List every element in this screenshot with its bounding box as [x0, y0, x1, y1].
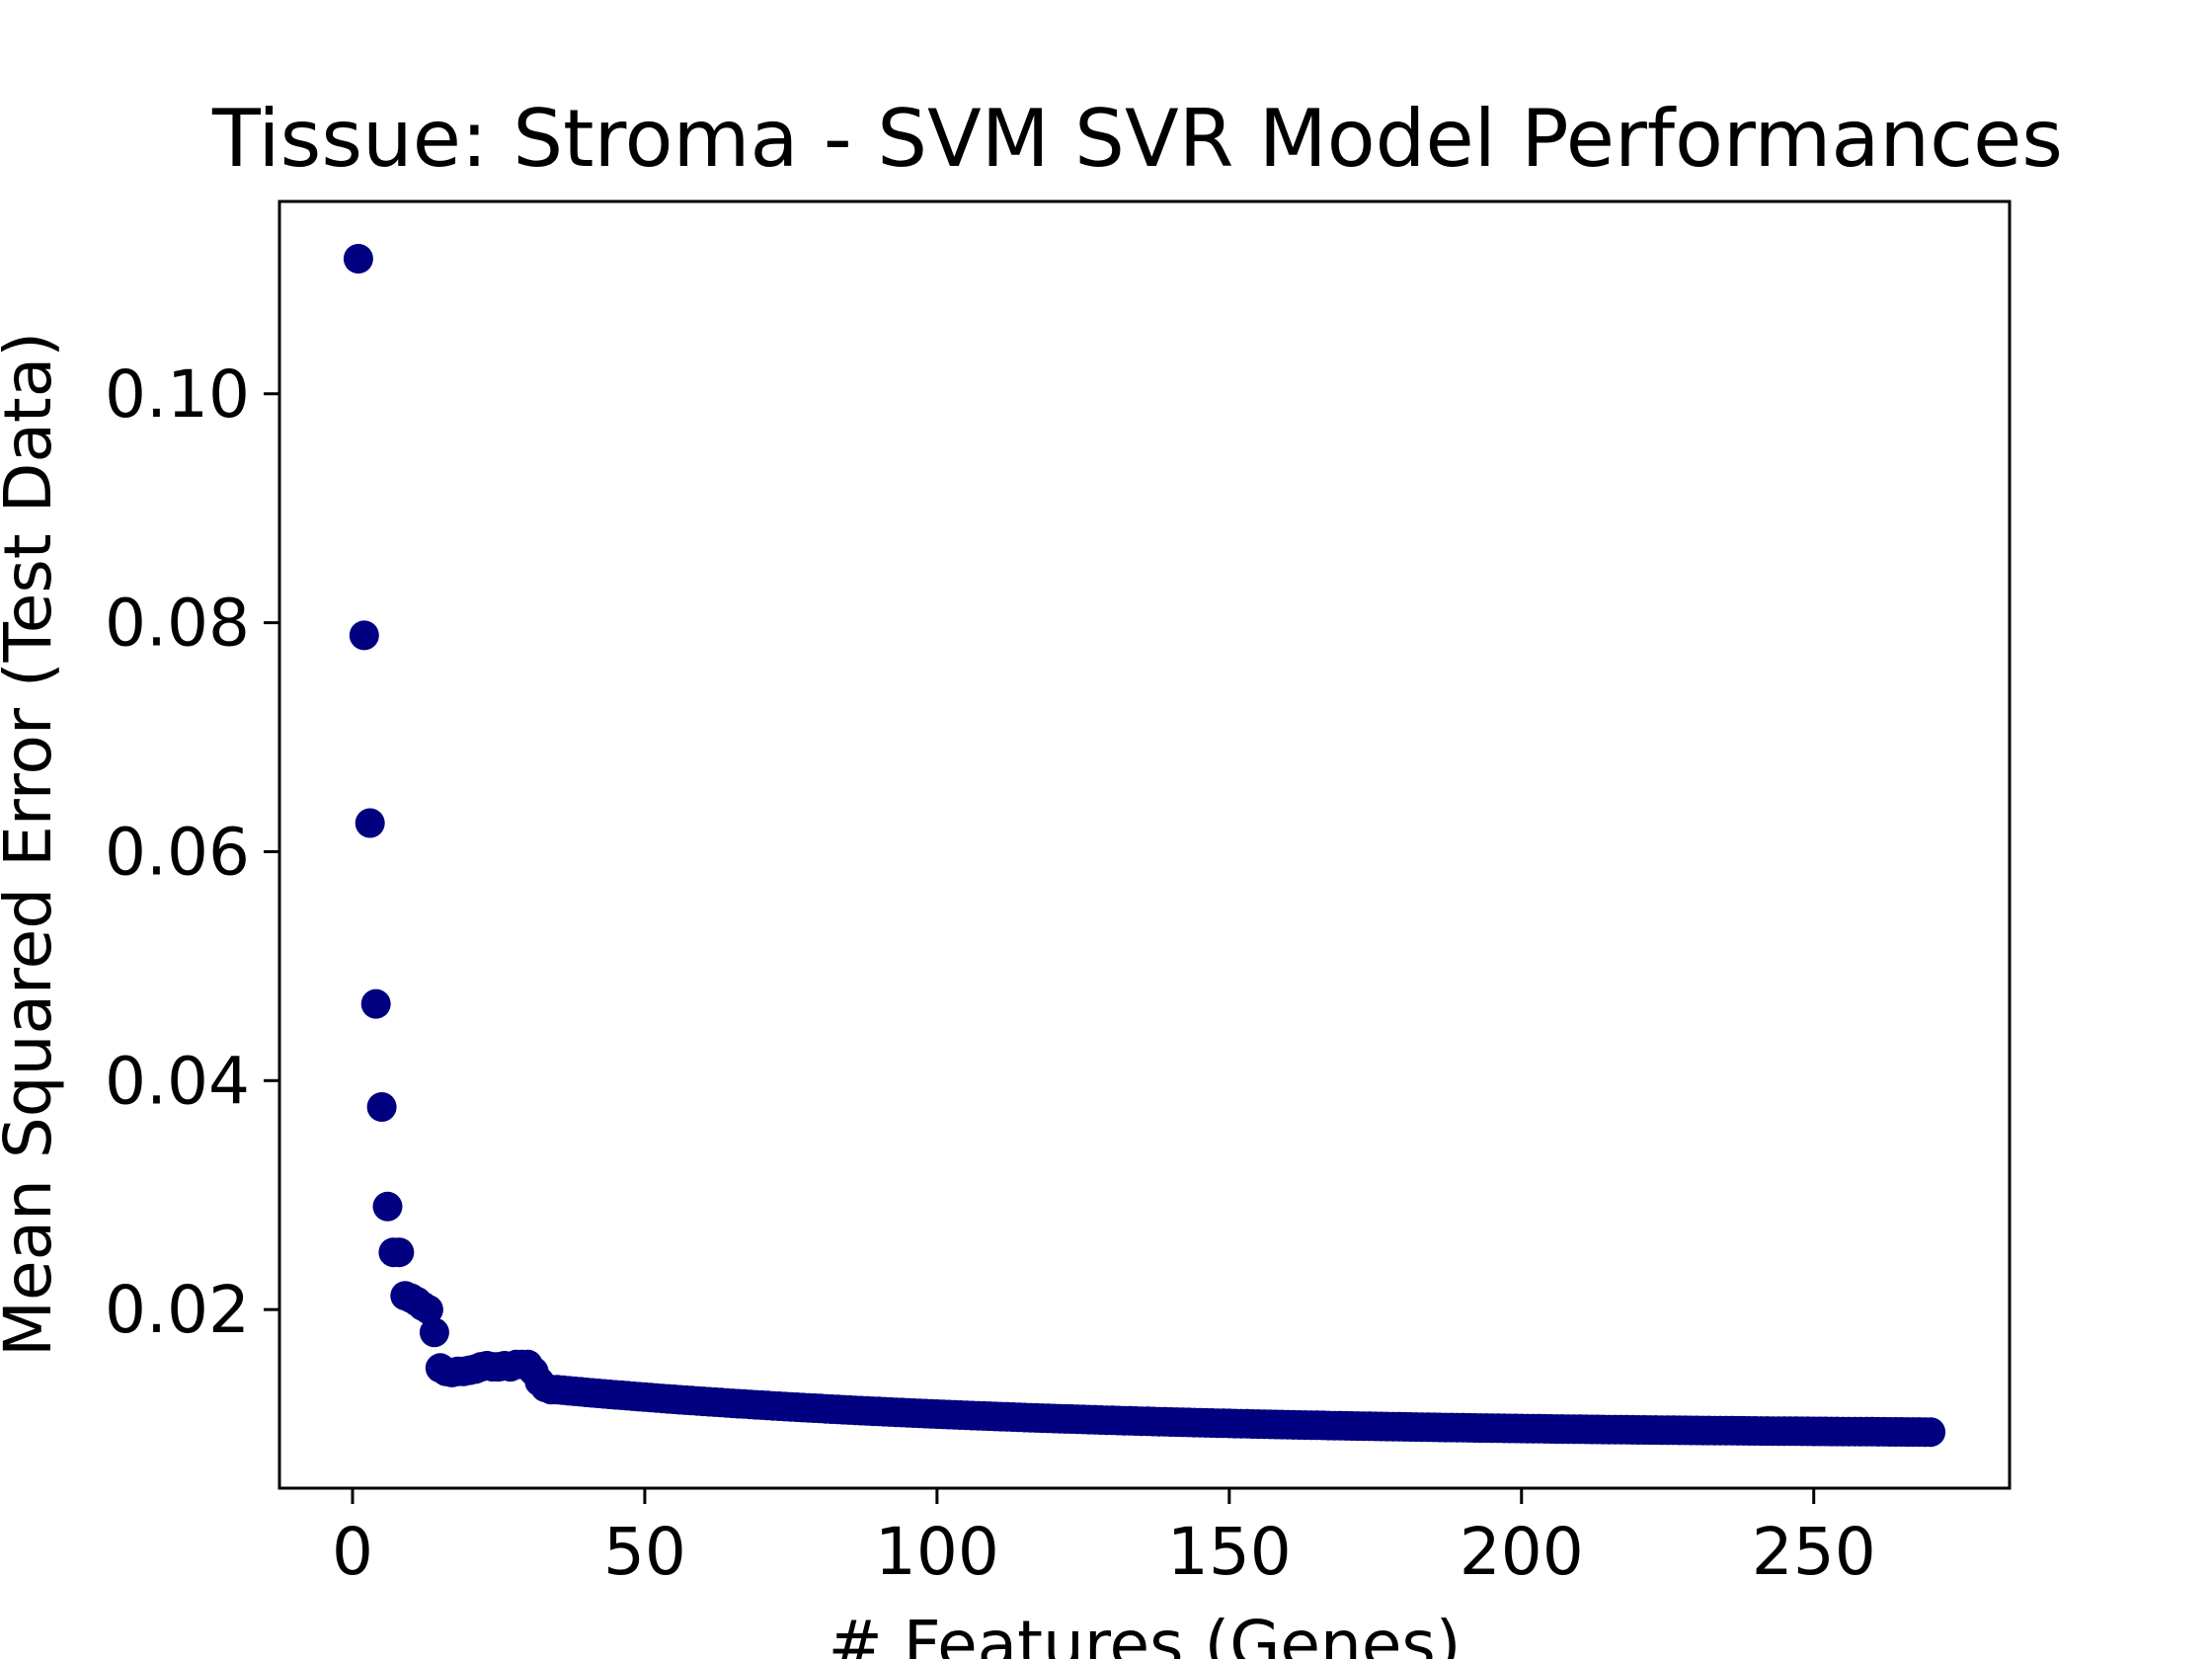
data-point-2	[349, 620, 379, 651]
data-points	[343, 244, 1946, 1448]
data-point-270	[1916, 1417, 1946, 1448]
y-tick-label-4: 0.10	[105, 356, 250, 433]
data-point-1	[343, 244, 373, 274]
data-point-8	[384, 1237, 415, 1268]
x-tick-label-250: 250	[1752, 1514, 1876, 1590]
x-tick-label-200: 200	[1460, 1514, 1584, 1590]
y-axis-label: Mean Squared Error (Test Data)	[0, 332, 66, 1357]
data-point-14	[419, 1317, 449, 1348]
x-tick-label-0: 0	[332, 1514, 373, 1590]
y-tick-label-0: 0.02	[105, 1272, 250, 1348]
x-tick-label-150: 150	[1167, 1514, 1292, 1590]
plot-frame	[277, 199, 2012, 1490]
y-axis-ticks: 0.02 0.04 0.06 0.08 0.10	[105, 356, 279, 1348]
y-tick-label-1: 0.04	[105, 1043, 250, 1119]
data-point-5	[366, 1092, 397, 1122]
data-point-4	[360, 988, 391, 1019]
data-point-13	[413, 1295, 443, 1325]
x-axis-ticks: 0 50 100 150 200 250	[332, 1488, 1876, 1590]
x-axis-label: # Features (Genes)	[828, 1607, 1461, 1659]
chart-title: Tissue: Stroma - SVM SVR Model Performan…	[211, 93, 2063, 185]
x-tick-label-50: 50	[603, 1514, 686, 1590]
y-tick-label-3: 0.08	[105, 586, 250, 662]
y-tick-label-2: 0.06	[105, 814, 250, 890]
x-tick-label-100: 100	[875, 1514, 999, 1590]
data-point-6	[372, 1191, 403, 1222]
data-point-3	[355, 808, 385, 838]
